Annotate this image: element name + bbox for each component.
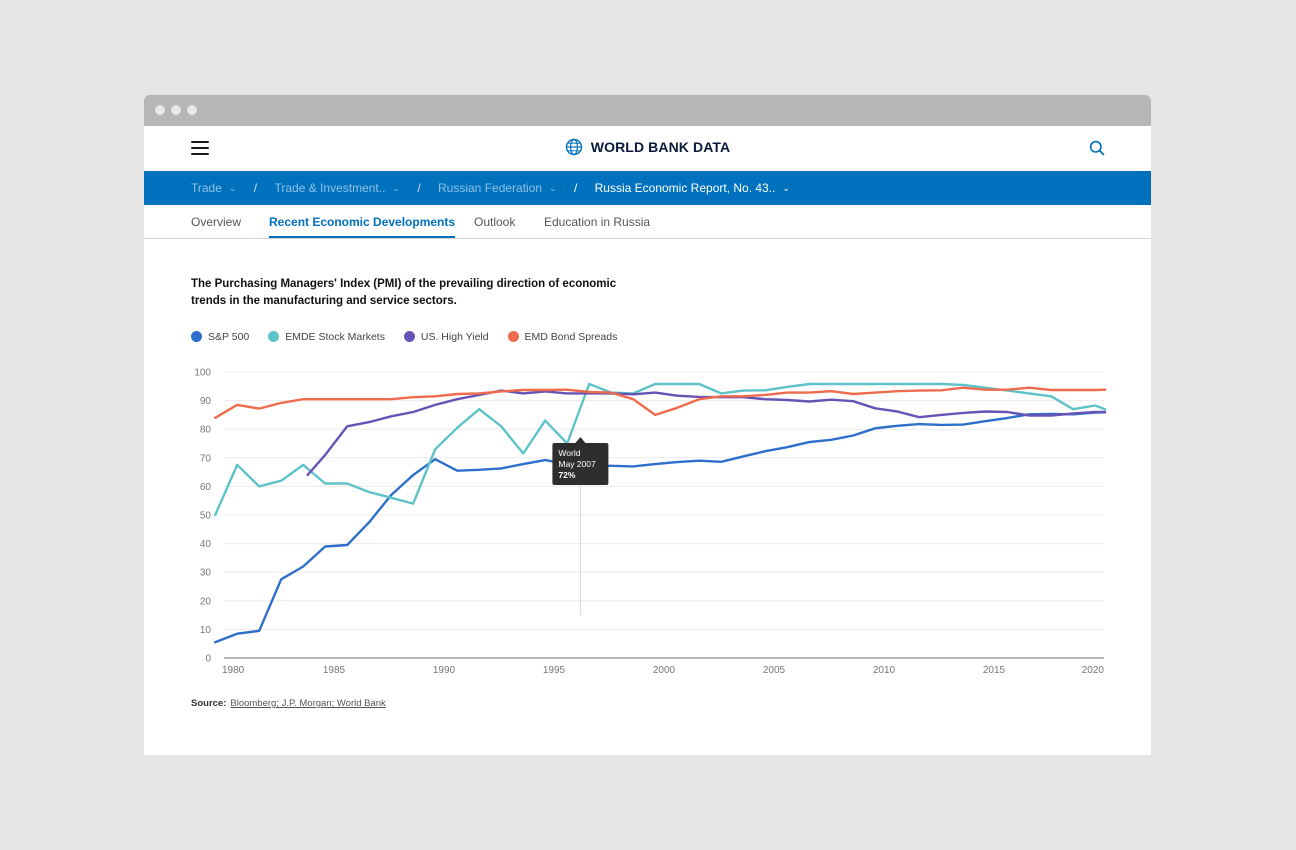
legend-item-us-high-yield[interactable]: US. High Yield — [403, 331, 489, 343]
y-tick-label: 50 — [200, 511, 212, 522]
breadcrumb-item-current[interactable]: Russia Economic Report, No. 43.. ⌄ — [595, 181, 790, 195]
tooltip-series: World — [558, 448, 580, 458]
breadcrumb-separator: / — [573, 181, 578, 195]
y-tick-label: 10 — [200, 625, 212, 636]
series-line-us-high-yield[interactable] — [306, 389, 1107, 477]
y-tick-label: 60 — [200, 482, 212, 493]
legend-swatch — [191, 331, 202, 342]
window-maximize-dot[interactable] — [187, 105, 197, 115]
tooltip-pointer — [575, 437, 586, 443]
legend-label: US. High Yield — [420, 331, 489, 343]
chart-legend: S&P 500 EMDE Stock Markets US. High Yiel… — [191, 331, 633, 343]
x-tick-label: 1980 — [222, 665, 245, 676]
y-tick-label: 70 — [200, 453, 212, 464]
breadcrumb-separator: / — [253, 181, 258, 195]
y-tick-label: 20 — [200, 596, 212, 607]
y-tick-label: 40 — [200, 539, 212, 550]
legend-label: EMDE Stock Markets — [285, 331, 385, 343]
x-tick-label: 1990 — [433, 665, 456, 676]
legend-swatch — [268, 331, 280, 342]
breadcrumb-item-label: Russia Economic Report, No. 43.. — [594, 181, 776, 195]
y-tick-label: 90 — [200, 396, 212, 407]
legend-item-sp500[interactable]: S&P 500 — [191, 331, 249, 343]
tooltip-date: May 2007 — [558, 459, 596, 469]
x-tick-label: 2020 — [1082, 665, 1105, 676]
chevron-down-icon: ⌄ — [782, 183, 790, 193]
site-brand[interactable]: WORLD BANK DATA — [144, 138, 1151, 156]
legend-swatch — [403, 331, 415, 342]
breadcrumb-item-russian-federation[interactable]: Russian Federation ⌄ — [438, 181, 557, 195]
x-tick-label: 2015 — [983, 665, 1006, 676]
chart-title: The Purchasing Managers' Index (PMI) of … — [191, 278, 617, 307]
legend-item-emd-bond-spreads[interactable]: EMD Bond Spreads — [507, 331, 618, 343]
tooltip-value: 72% — [558, 470, 575, 480]
x-tick-label: 2010 — [873, 665, 896, 676]
tab-overview[interactable]: Overview — [191, 215, 242, 229]
y-tick-label: 80 — [200, 425, 212, 436]
source-label: Source: — [191, 698, 227, 709]
series-line-emd-bond-spreads[interactable] — [213, 386, 1107, 420]
search-icon[interactable] — [1089, 140, 1105, 161]
line-chart[interactable]: 0 10 20 30 40 50 60 70 80 90 100 1980 1985 1990 1995 20… — [144, 350, 1151, 690]
y-tick-label: 30 — [200, 568, 212, 579]
breadcrumb-item-label: Trade & Investment.. — [274, 181, 386, 195]
tab-outlook[interactable]: Outlook — [474, 215, 516, 229]
x-tick-label: 2005 — [763, 665, 786, 676]
y-tick-label: 0 — [205, 654, 211, 665]
site-header: WORLD BANK DATA — [144, 126, 1151, 171]
menu-icon[interactable] — [191, 140, 209, 156]
x-tick-label: 1985 — [323, 665, 346, 676]
series-line-emde-stock-markets[interactable] — [213, 382, 1107, 517]
globe-icon — [565, 138, 582, 156]
breadcrumb-item-trade[interactable]: Trade ⌄ — [191, 181, 236, 195]
legend-label: EMD Bond Spreads — [524, 331, 618, 343]
chevron-down-icon: ⌄ — [549, 183, 557, 193]
legend-swatch — [507, 331, 519, 342]
breadcrumb-item-trade-investment[interactable]: Trade & Investment.. ⌄ — [274, 181, 399, 195]
x-tick-label: 1995 — [543, 665, 566, 676]
breadcrumb-item-label: Trade — [191, 181, 222, 195]
breadcrumb-separator: / — [417, 181, 421, 195]
source-link[interactable]: Bloomberg; J.P. Morgan; World Bank — [230, 698, 386, 709]
page-tabs: Overview Recent Economic Developments Ou… — [144, 205, 1151, 239]
tab-recent-economic-developments[interactable]: Recent Economic Developments — [269, 215, 456, 238]
legend-label: S&P 500 — [208, 331, 250, 343]
chart-source: Source: Bloomberg; J.P. Morgan; World Ban… — [191, 698, 386, 709]
breadcrumb: Trade ⌄ / Trade & Investment.. ⌄ / Russian… — [144, 171, 1151, 205]
breadcrumb-item-label: Russian Federation — [438, 181, 543, 195]
brand-name: WORLD BANK DATA — [590, 139, 731, 155]
window-close-dot[interactable] — [155, 105, 165, 115]
series-line-s-p-500[interactable] — [213, 411, 1107, 644]
x-tick-label: 2000 — [653, 665, 676, 676]
window-minimize-dot[interactable] — [171, 105, 181, 115]
browser-window: WORLD BANK DATA Trade ⌄ / Trade & Investm… — [144, 95, 1151, 755]
window-titlebar — [144, 95, 1151, 126]
chevron-down-icon: ⌄ — [392, 183, 400, 193]
legend-item-emde-stock-markets[interactable]: EMDE Stock Markets — [268, 331, 385, 343]
y-tick-label: 100 — [194, 368, 211, 379]
tab-education-in-russia[interactable]: Education in Russia — [544, 215, 651, 229]
tooltip-box — [552, 443, 609, 485]
chevron-down-icon: ⌄ — [228, 183, 237, 193]
